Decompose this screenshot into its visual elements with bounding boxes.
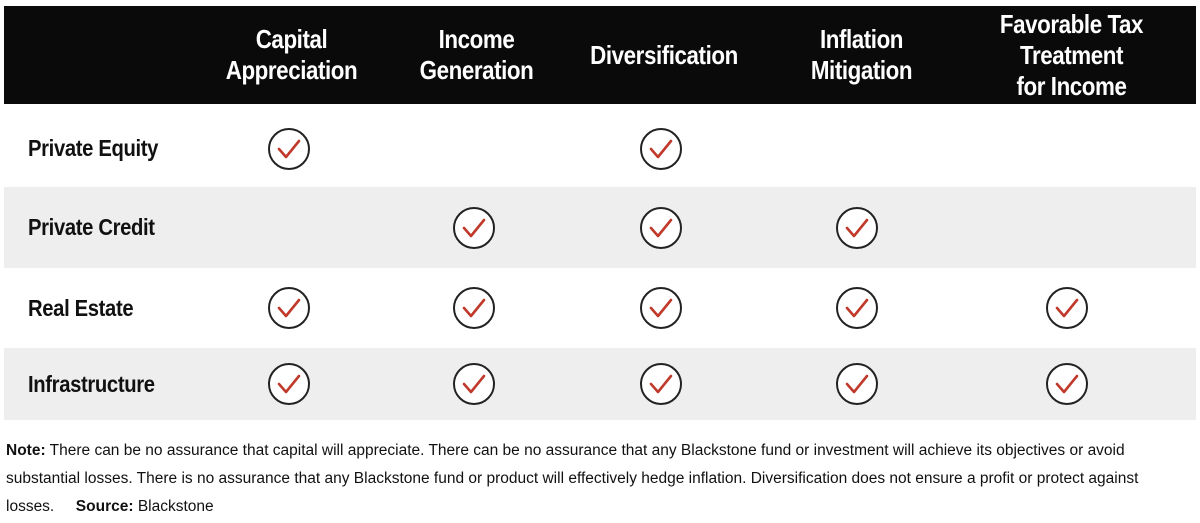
table-row: Infrastructure (4, 348, 1196, 420)
table-row: Private Equity (4, 110, 1196, 187)
comparison-table: Capital Appreciation Income Generation D… (4, 6, 1196, 104)
column-header-label: Diversification (590, 39, 738, 70)
column-header-label: Capital Appreciation (225, 24, 358, 85)
column-header-label: Favorable Tax Treatment for Income (999, 8, 1144, 101)
note-text: There can be no assurance that capital w… (6, 442, 1139, 515)
column-header-label: Income Generation (419, 24, 534, 85)
source-text: Blackstone (137, 498, 214, 515)
check-circle-icon (835, 206, 879, 250)
note-label: Note: (6, 442, 46, 459)
check-circle-icon (267, 286, 311, 330)
check-circle-icon (639, 286, 683, 330)
check-circle-icon (267, 127, 311, 171)
column-header-label: Inflation Mitigation (810, 24, 913, 85)
column-header: Favorable Tax Treatment for Income (958, 6, 1186, 104)
source-label: Source: (75, 498, 134, 515)
row-label: Private Credit (28, 214, 155, 240)
check-circle-icon (452, 206, 496, 250)
row-label: Infrastructure (28, 370, 155, 397)
column-header: Diversification (574, 6, 755, 104)
row-label: Real Estate (28, 294, 134, 321)
column-header: Inflation Mitigation (786, 6, 937, 104)
check-circle-icon (1045, 362, 1089, 406)
check-circle-icon (639, 362, 683, 406)
table-header: Capital Appreciation Income Generation D… (4, 6, 1196, 104)
check-circle-icon (835, 286, 879, 330)
check-circle-icon (1045, 286, 1089, 330)
check-circle-icon (835, 362, 879, 406)
check-circle-icon (639, 206, 683, 250)
row-label: Private Equity (28, 135, 159, 161)
check-circle-icon (639, 127, 683, 171)
table-row: Private Credit (4, 187, 1196, 268)
column-header: Income Generation (401, 6, 552, 104)
column-header: Capital Appreciation (216, 6, 367, 104)
check-circle-icon (267, 362, 311, 406)
table-row: Real Estate (4, 268, 1196, 348)
check-circle-icon (452, 362, 496, 406)
footnote: Note: There can be no assurance that cap… (6, 437, 1156, 521)
check-circle-icon (452, 286, 496, 330)
